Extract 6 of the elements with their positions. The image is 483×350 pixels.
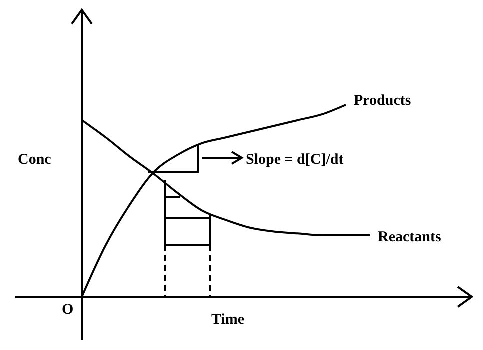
series-label: Products: [354, 93, 412, 109]
x-axis-title: Time: [211, 312, 245, 328]
y-axis-title: Conc: [18, 152, 52, 168]
series-label: Reactants: [378, 230, 442, 246]
text: O: [62, 302, 74, 318]
annotation: Slope = d[C]/dt: [246, 152, 344, 168]
